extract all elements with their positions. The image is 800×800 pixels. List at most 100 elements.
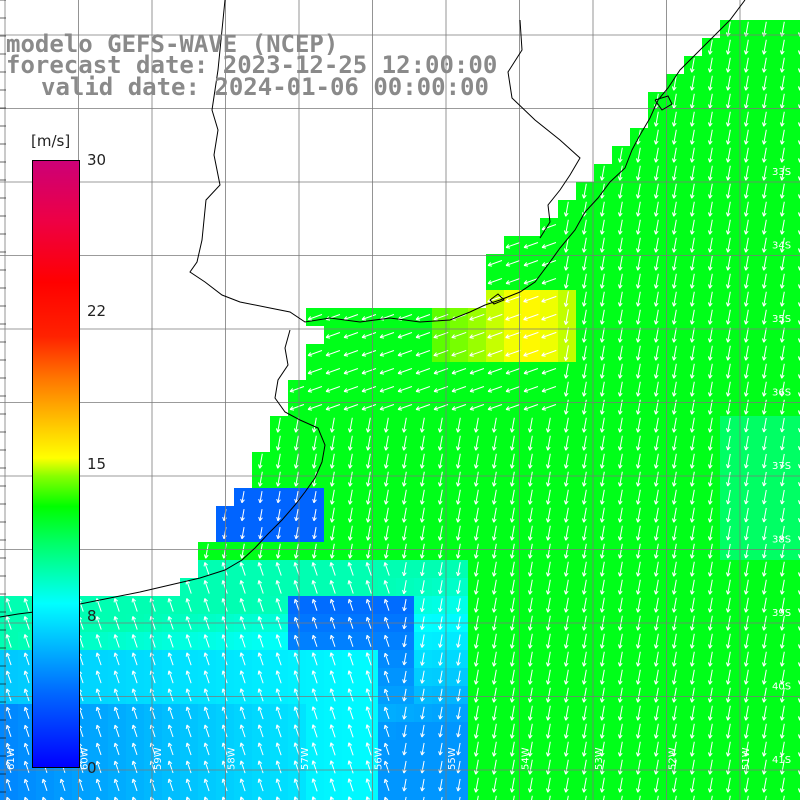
wind-arrow (635, 183, 641, 199)
wind-arrow (523, 242, 539, 249)
wind-arrow (383, 435, 389, 451)
wind-cell (792, 236, 800, 254)
wind-cell (540, 794, 558, 800)
wind-cell (792, 56, 800, 74)
wind-arrow (797, 103, 800, 109)
wind-arrow (599, 255, 605, 271)
wind-arrow (509, 435, 515, 451)
wind-arrows (5, 21, 800, 800)
wind-cell (90, 794, 108, 800)
wind-arrow (437, 489, 443, 505)
wind-arrow (361, 368, 377, 375)
wind-arrow (419, 417, 425, 433)
wind-arrow (240, 527, 245, 540)
wind-cell (396, 794, 414, 800)
wind-arrow (505, 404, 521, 411)
wind-arrow (725, 219, 731, 235)
wind-arrow (797, 373, 800, 379)
wind-arrow (617, 489, 623, 505)
wind-arrow (365, 525, 371, 541)
wind-arrow (707, 345, 713, 361)
wind-arrow (599, 165, 605, 181)
wind-arrow (797, 139, 800, 145)
wind-arrow (743, 453, 749, 469)
wind-arrow (361, 332, 377, 339)
wind-arrow (276, 527, 281, 540)
wind-arrow (361, 404, 377, 411)
wind-arrow (743, 291, 749, 307)
wind-arrow (455, 507, 461, 523)
lon-label: 59W (153, 747, 164, 770)
wind-cell (792, 794, 800, 800)
wind-arrow (761, 255, 767, 271)
wind-arrow (617, 327, 623, 343)
wind-arrow (725, 129, 731, 145)
wind-arrow (491, 453, 497, 469)
wind-arrow (707, 147, 713, 163)
wind-arrow (635, 291, 641, 307)
wind-cell (0, 794, 18, 800)
wind-cell (792, 596, 800, 614)
wind-arrow (725, 165, 731, 181)
wind-arrow (581, 471, 587, 487)
wind-arrow (505, 295, 521, 303)
wind-arrow (797, 247, 800, 253)
wind-arrow (541, 313, 557, 321)
wind-arrow (383, 471, 389, 487)
wind-arrow (397, 404, 413, 411)
wind-arrow (581, 489, 587, 505)
wind-arrow (307, 404, 323, 411)
wind-arrow (343, 350, 359, 357)
wind-arrow (347, 489, 353, 505)
wind-arrow (379, 350, 395, 357)
wind-arrow (383, 453, 389, 469)
wind-arrow (401, 435, 407, 451)
wind-cell (558, 794, 576, 800)
wind-arrow (707, 75, 713, 91)
wind-arrow (545, 507, 551, 523)
wind-cell (306, 794, 324, 800)
lon-label: 53W (594, 747, 605, 770)
wind-arrow (527, 489, 533, 505)
wind-arrow (707, 291, 713, 307)
wind-arrow (653, 345, 659, 361)
wind-arrow (523, 368, 539, 375)
wind-arrow (671, 273, 677, 289)
wind-arrow (276, 491, 281, 504)
lon-label: 58W (227, 747, 238, 770)
wind-arrow (455, 435, 461, 451)
wind-cell (756, 794, 774, 800)
wind-arrow (397, 386, 413, 393)
wind-arrow (761, 435, 767, 451)
wind-arrow (743, 507, 749, 523)
wind-arrow (257, 471, 263, 487)
wind-arrow (469, 386, 485, 393)
wind-arrow (276, 509, 281, 522)
wind-arrow (599, 345, 605, 361)
wind-arrow (437, 525, 443, 541)
wind-arrow (293, 417, 299, 433)
valid-date: valid date: 2024-01-06 00:00:00 (41, 73, 489, 101)
wind-cell (792, 776, 800, 794)
lat-label: 38S (772, 535, 791, 546)
wind-arrow (689, 417, 695, 433)
wind-arrow (523, 349, 539, 357)
wind-arrow (707, 417, 713, 433)
wind-cell (792, 686, 800, 704)
wind-arrow (415, 386, 431, 393)
wind-arrow (743, 219, 749, 235)
wind-arrow (258, 527, 263, 540)
wind-cell (738, 794, 756, 800)
wind-arrow (563, 435, 569, 451)
wind-cell (792, 452, 800, 470)
wind-arrow (599, 309, 605, 325)
wind-arrow (293, 471, 299, 487)
wind-arrow (361, 386, 377, 393)
wind-arrow (761, 489, 767, 505)
wind-arrow (379, 404, 395, 411)
wind-cell (252, 794, 270, 800)
wind-arrow (505, 368, 521, 375)
wind-arrow (743, 201, 749, 217)
wind-arrow (473, 489, 479, 505)
wind-arrow (653, 273, 659, 289)
